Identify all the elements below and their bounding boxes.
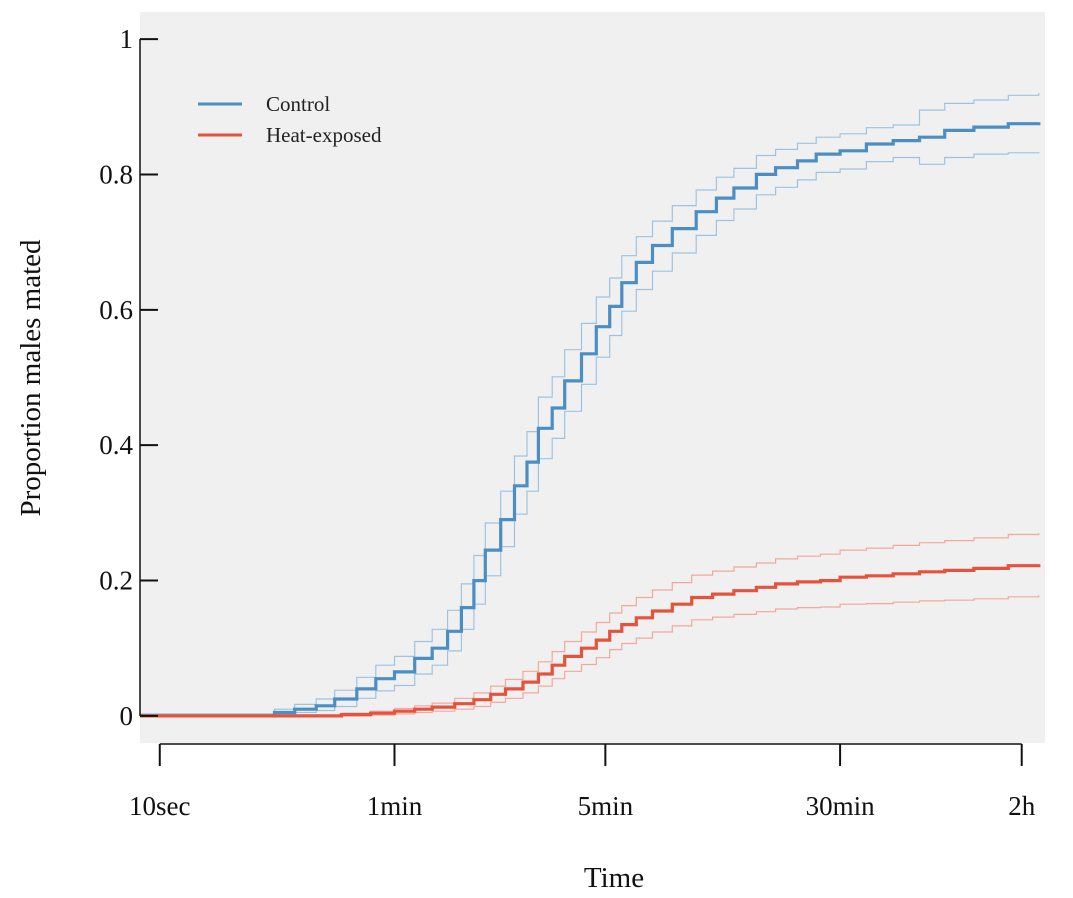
series-lines — [140, 122, 1041, 718]
y-tick-label: 0.6 — [99, 295, 133, 325]
y-axis: 0 0.2 0.4 0.6 0.8 1 — [99, 24, 158, 731]
legend: Control Heat-exposed — [198, 92, 382, 147]
x-tick-label: 30min — [806, 791, 876, 821]
y-axis-title: Proportion males mated — [15, 239, 47, 517]
x-tick-label: 2h — [1008, 791, 1036, 821]
x-tick-label: 10sec — [129, 791, 190, 821]
y-tick-label: 0.2 — [99, 566, 133, 596]
y-tick-label: 0.8 — [99, 159, 133, 189]
x-axis: 10sec 1min 5min 30min 2h — [129, 743, 1036, 821]
ci-lower-control — [140, 152, 1040, 717]
ci-lower-heat-exposed — [140, 595, 1040, 717]
series-line-heat-exposed — [140, 564, 1041, 718]
ci-upper-heat-exposed — [140, 533, 1040, 716]
x-tick-label: 5min — [578, 791, 634, 821]
x-axis-title: Time — [584, 862, 644, 894]
confidence-intervals — [140, 93, 1040, 717]
plot-background — [140, 12, 1045, 743]
y-tick-label: 1 — [120, 24, 134, 54]
y-tick-label: 0.4 — [99, 430, 133, 460]
x-tick-label: 1min — [367, 791, 423, 821]
legend-label-heat-exposed: Heat-exposed — [266, 123, 382, 147]
series-line-control — [140, 122, 1041, 718]
legend-label-control: Control — [266, 92, 330, 116]
ci-upper-control — [140, 93, 1040, 715]
y-tick-label: 0 — [120, 701, 134, 731]
